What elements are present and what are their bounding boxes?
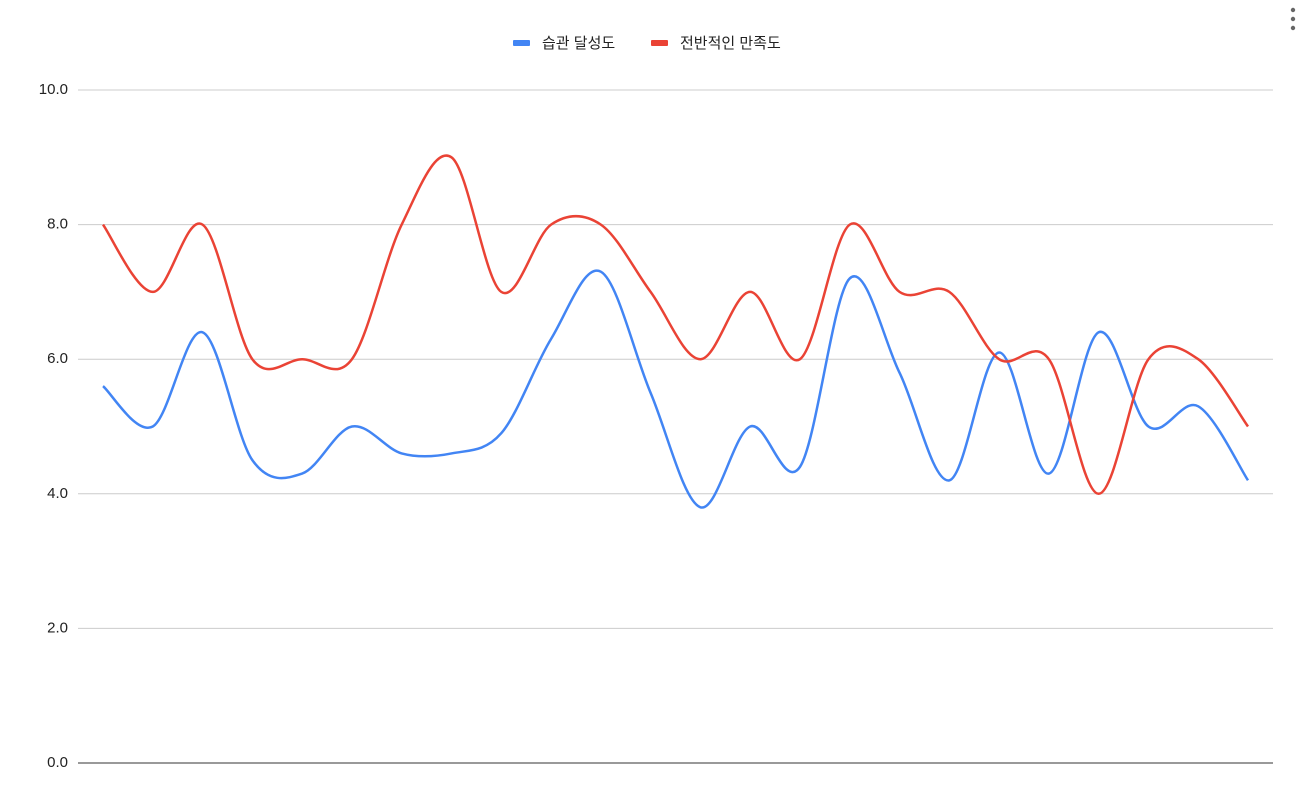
legend-swatch (513, 40, 530, 46)
menu-dot (1290, 16, 1296, 22)
y-tick-label: 2.0 (47, 619, 68, 636)
y-tick-label: 4.0 (47, 485, 68, 502)
y-tick-label: 10.0 (39, 81, 68, 98)
y-tick-label: 8.0 (47, 216, 68, 233)
series-line (101, 154, 1250, 496)
y-tick-label: 6.0 (47, 350, 68, 367)
legend-label: 전반적인 만족도 (680, 35, 781, 52)
menu-button[interactable] (1290, 7, 1296, 31)
menu-dot (1290, 25, 1296, 31)
series-line (102, 269, 1250, 509)
menu-dot (1290, 7, 1296, 13)
legend-swatch (651, 40, 668, 46)
legend-label: 습관 달성도 (542, 35, 615, 52)
y-tick-label: 0.0 (47, 754, 68, 771)
